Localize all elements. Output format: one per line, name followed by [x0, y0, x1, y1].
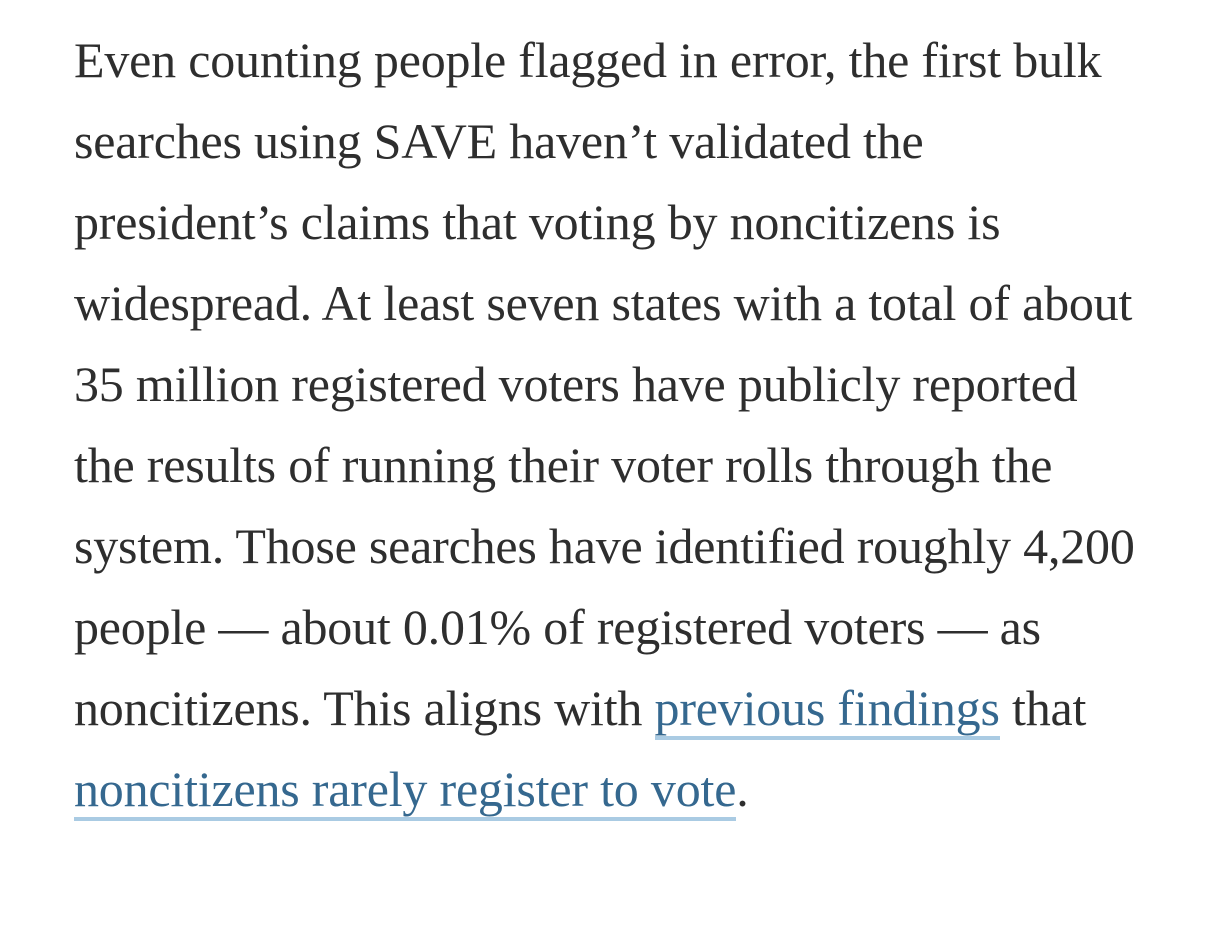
paragraph-text-after-link2: . [736, 761, 749, 817]
article-body: Even counting people flagged in error, t… [74, 20, 1138, 830]
paragraph-text-between-links: that [999, 680, 1087, 736]
paragraph: Even counting people flagged in error, t… [74, 20, 1138, 830]
link-noncitizens-rarely-register-to-vote[interactable]: noncitizens rarely register to vote [74, 761, 736, 821]
paragraph-text-before-link1: Even counting people flagged in error, t… [74, 32, 1135, 736]
link-previous-findings[interactable]: previous findings [654, 680, 1000, 740]
